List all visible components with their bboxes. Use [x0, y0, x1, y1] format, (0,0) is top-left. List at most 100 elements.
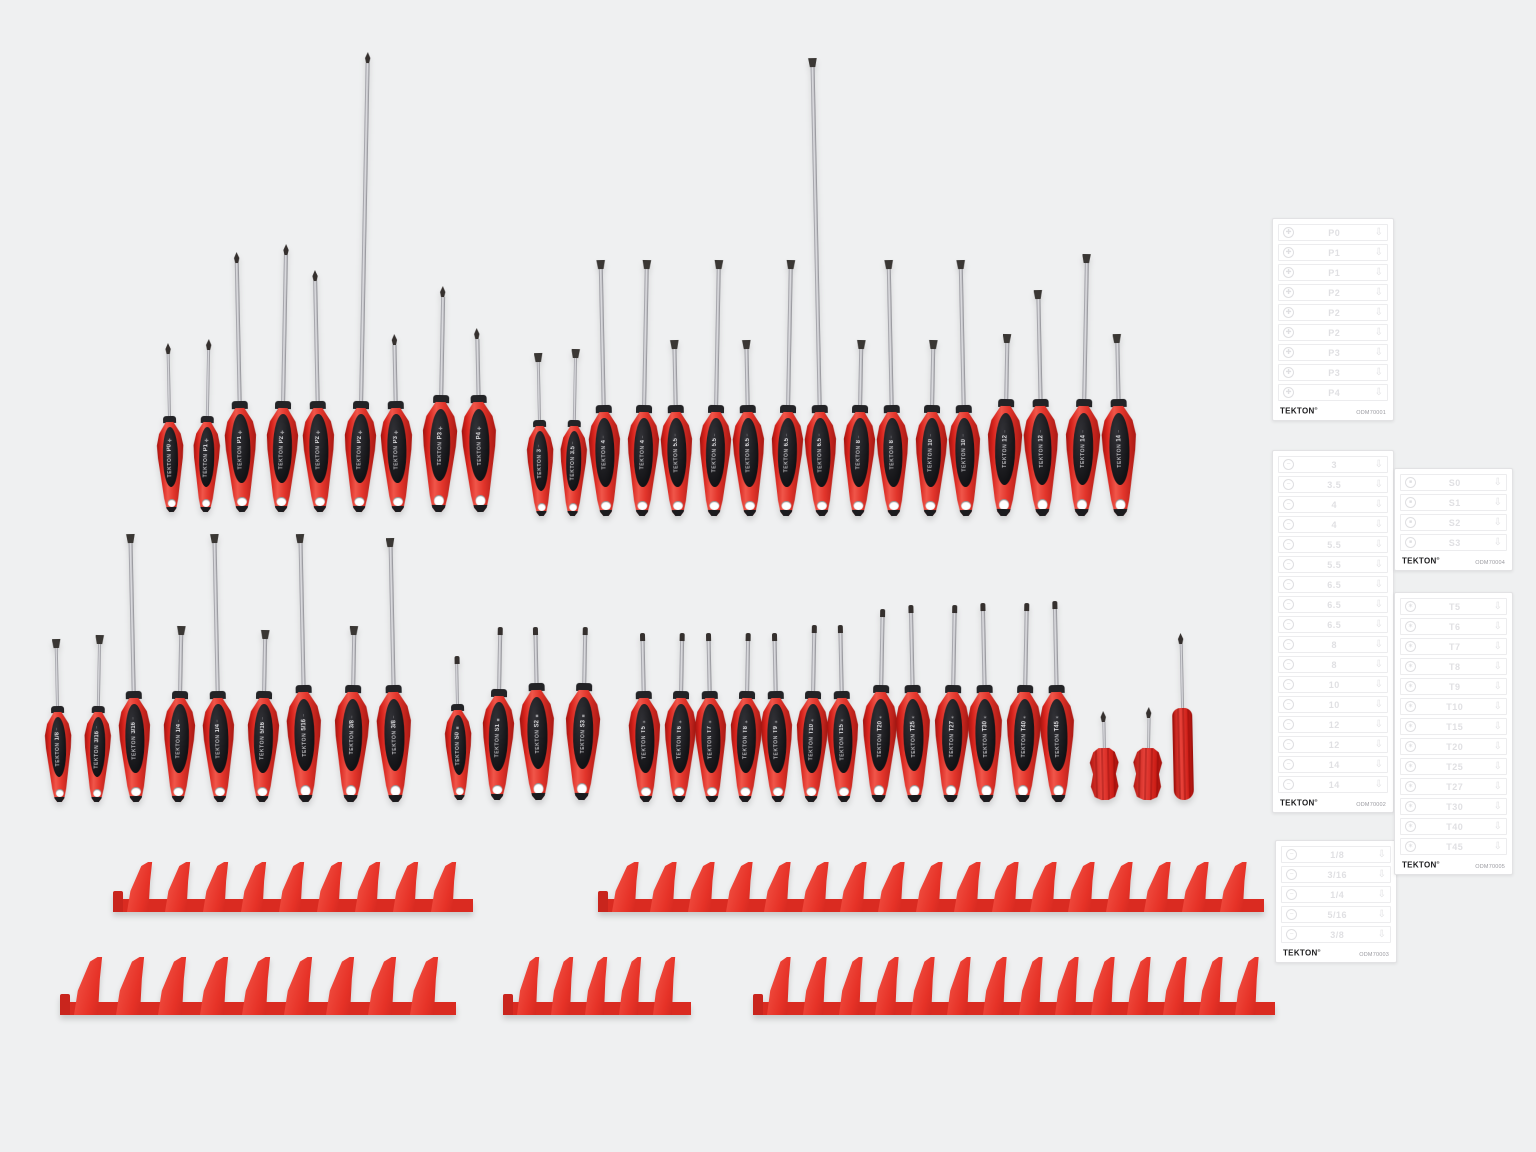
- handle-size-label: 1/4: [215, 723, 222, 733]
- brand-label: TEKTON®: [1280, 798, 1318, 808]
- screwdriver-handle: TEKTON T25 ✶: [895, 692, 932, 803]
- hang-hole: [853, 501, 863, 511]
- handle-brand-label: TEKTON: [278, 445, 286, 470]
- label-card-row: − 5/16 ⇩: [1281, 906, 1391, 923]
- handle-size-label: T30: [981, 720, 989, 732]
- label-card-row: ✶ T5 ⇩: [1400, 598, 1507, 615]
- screwdriver-shaft: [811, 624, 817, 692]
- handle-ferrule: [635, 404, 653, 414]
- screwdriver-shaft: [438, 297, 445, 396]
- handle-markings: TEKTON T7 ✶: [707, 718, 714, 759]
- arrow-down-icon: ⇩: [1493, 800, 1502, 812]
- handle-end-cap: [936, 795, 966, 803]
- handle-ferrule: [470, 394, 487, 404]
- handle-markings: TEKTON S0 ■: [455, 724, 462, 766]
- slotted-tip-icon: [261, 630, 270, 639]
- handle-size-label: 3/8: [348, 720, 356, 729]
- handle-size-label: S1: [495, 723, 502, 732]
- brand-label: TEKTON®: [1402, 556, 1440, 566]
- handle-size-label: T20: [876, 720, 884, 732]
- screwdriver-t30: TEKTON T30 ✶: [965, 602, 1004, 803]
- handle-brand-label: TEKTON: [982, 732, 989, 758]
- slotted-icon: −: [1283, 719, 1294, 730]
- screwdriver-shaft: [453, 655, 460, 705]
- handle-end-cap: [561, 510, 584, 517]
- screwdriver-handle: TEKTON 8−: [842, 412, 876, 517]
- label-card-row: ✚ P3 ⇩: [1278, 364, 1388, 381]
- hang-hole: [173, 787, 183, 797]
- screwdriver-p4: TEKTON P4 ✚: [459, 339, 498, 513]
- screwdriver-handle: TEKTON T45 ✶: [1039, 692, 1076, 803]
- label-card-row: ✚ P1 ⇩: [1278, 244, 1388, 261]
- screwdriver-handle: TEKTON 6.5−: [770, 412, 804, 517]
- screwdriver-3-8: TEKTON 3/8−: [333, 635, 371, 803]
- registered-mark: ®: [1436, 556, 1440, 561]
- slotted-icon: −: [673, 432, 680, 436]
- slotted-sae-driver-row: TEKTON 1/8− TEKTON 3/16− TEKTON 3/16− TEKTON 1/…: [46, 543, 413, 802]
- brand-label: TEKTON®: [1280, 406, 1318, 416]
- slotted-icon: −: [1286, 889, 1297, 900]
- slotted-tip-icon: [210, 534, 219, 543]
- screwdriver-handle: TEKTON 4−: [626, 412, 660, 517]
- label-card-square: ■ S0 ⇩ ■ S1 ⇩ ■ S2 ⇩ ■ S3 ⇩ TEKTON® ODM70004: [1394, 468, 1513, 571]
- part-number: ODM70005: [1475, 863, 1505, 870]
- handle-black-insert: TEKTON P1 ✚: [198, 427, 215, 487]
- torx-tip-icon: [1023, 602, 1029, 612]
- handle-markings: TEKTON T27 ✶: [948, 713, 955, 758]
- hang-hole: [276, 497, 286, 507]
- handle-brand-label: TEKTON: [390, 730, 398, 755]
- screwdriver-handle: TEKTON 3/8−: [376, 692, 413, 803]
- label-card-row: ✚ P2 ⇩: [1278, 304, 1388, 321]
- handle-markings: TEKTON 5/16−: [301, 714, 308, 757]
- handle-ferrule: [883, 404, 900, 414]
- screwdriver-handle: TEKTON 1/8−: [44, 712, 73, 803]
- slotted-icon: −: [131, 717, 138, 721]
- label-card-size: P2: [1328, 307, 1341, 318]
- screwdriver-shaft: [1102, 722, 1106, 749]
- handle-end-cap: [448, 794, 471, 801]
- handle-brand-label: TEKTON: [876, 732, 883, 758]
- handle-ferrule: [352, 400, 370, 410]
- label-card-size: S3: [1448, 537, 1461, 548]
- slotted-icon: −: [1283, 699, 1294, 710]
- handle-end-cap: [736, 509, 763, 517]
- handle-black-insert: TEKTON T9 ✶: [767, 704, 787, 773]
- handle-size-label: 5.5: [673, 437, 680, 447]
- screwdriver-shaft: [388, 547, 396, 686]
- phillips-tip-icon: [164, 343, 171, 354]
- handle-markings: TEKTON T9 ✶: [773, 718, 780, 759]
- torx-tip-icon: [679, 632, 685, 642]
- rack-fin: [767, 957, 791, 1015]
- screwdriver-handle: TEKTON P3 ✚: [380, 408, 414, 513]
- label-card-size: 3/16: [1327, 869, 1348, 880]
- screwdriver-shaft: [97, 644, 101, 707]
- arrow-down-icon: ⇩: [1374, 266, 1383, 278]
- handle-size-label: 1/8: [55, 732, 62, 741]
- screwdriver-handle: TEKTON 3−: [526, 426, 555, 517]
- handle-markings: TEKTON 12−: [1038, 430, 1045, 468]
- screwdriver-shaft: [1115, 343, 1120, 400]
- screwdriver-handle: TEKTON T7 ✶: [694, 698, 728, 803]
- handle-markings: TEKTON T30 ✶: [982, 713, 989, 758]
- rack-fin: [127, 862, 153, 912]
- phillips-tip-icon: [311, 270, 318, 281]
- handle-brand-label: TEKTON: [1001, 443, 1008, 468]
- handle-size-label: S2: [533, 720, 540, 728]
- handle-ferrule: [872, 684, 889, 694]
- handle-brand-label: TEKTON: [203, 453, 210, 478]
- handle-markings: TEKTON T20 ✶: [876, 713, 883, 758]
- label-card-size: T20: [1446, 741, 1464, 752]
- phillips-icon: ✚: [315, 427, 322, 434]
- screwdriver-handle: TEKTON T40 ✶: [1005, 692, 1042, 803]
- handle-markings: TEKTON 3/8−: [348, 715, 355, 754]
- slotted-icon: −: [54, 727, 61, 731]
- arrow-down-icon: ⇩: [1493, 620, 1502, 632]
- handle-size-label: T6: [677, 725, 684, 734]
- label-card-row: − 10 ⇩: [1278, 676, 1388, 693]
- arrow-down-icon: ⇩: [1374, 498, 1383, 510]
- handle-markings: TEKTON S3 ■: [579, 712, 586, 754]
- hang-hole: [781, 501, 791, 511]
- registered-mark: ®: [1317, 948, 1321, 953]
- handle-brand-label: TEKTON: [494, 733, 502, 758]
- slotted-metric-driver-row: TEKTON 3− TEKTON 3.5− TEKTON 4− TEKTON 4− TEKTON…: [528, 67, 1138, 516]
